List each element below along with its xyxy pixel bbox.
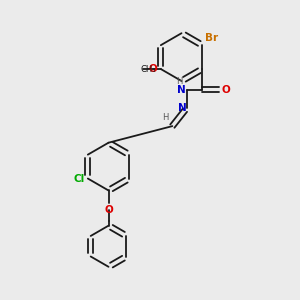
Text: Br: Br [205,32,218,43]
Text: N: N [178,103,187,113]
Text: CH₃: CH₃ [141,64,156,74]
Text: O: O [221,85,230,94]
Text: O: O [148,64,157,74]
Text: O: O [104,205,113,215]
Text: N: N [177,85,186,94]
Text: H: H [162,113,168,122]
Text: Cl: Cl [73,173,85,184]
Text: H: H [176,76,182,85]
